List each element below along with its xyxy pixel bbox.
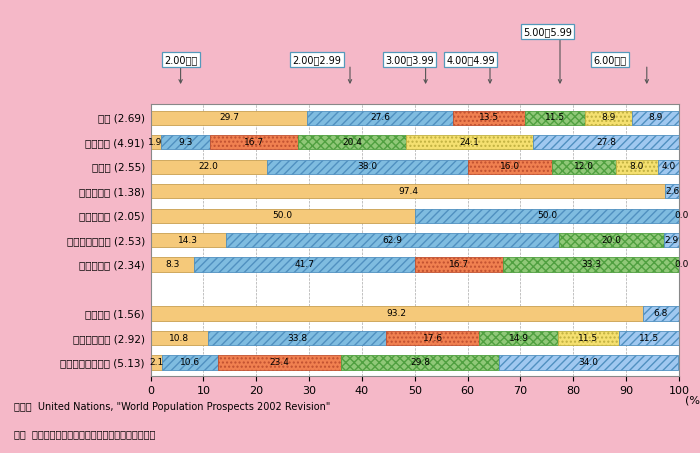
Text: 24.1: 24.1 (459, 138, 480, 147)
Text: 8.3: 8.3 (165, 260, 180, 269)
Bar (585, 111, 633, 125)
Text: 16.0: 16.0 (500, 162, 520, 171)
Bar (559, 233, 664, 247)
Text: 16.7: 16.7 (244, 138, 264, 147)
Bar (499, 356, 678, 370)
Text: 0.0: 0.0 (675, 260, 689, 269)
Text: 50.0: 50.0 (272, 211, 293, 220)
Text: 2.00～2.99: 2.00～2.99 (293, 55, 342, 65)
Bar (210, 135, 298, 149)
Bar (480, 331, 558, 345)
Text: 50.0: 50.0 (537, 211, 557, 220)
Text: 6.00以上: 6.00以上 (594, 55, 627, 65)
Bar (619, 331, 680, 345)
Bar (195, 257, 414, 272)
Text: 8.9: 8.9 (649, 113, 663, 122)
Text: 20.4: 20.4 (342, 138, 362, 147)
Bar (150, 159, 267, 174)
Bar (615, 159, 658, 174)
Text: 12.0: 12.0 (574, 162, 594, 171)
Text: 9.3: 9.3 (178, 138, 193, 147)
Text: 11.5: 11.5 (545, 113, 565, 122)
Text: 97.4: 97.4 (398, 187, 418, 196)
Text: 14.9: 14.9 (509, 333, 528, 342)
Text: 資料：  United Nations, "World Population Prospects 2002 Revision": 資料： United Nations, "World Population Pr… (14, 402, 330, 412)
Text: 10.6: 10.6 (179, 358, 200, 367)
Text: 33.8: 33.8 (287, 333, 307, 342)
Text: 93.2: 93.2 (387, 309, 407, 318)
Bar (150, 331, 208, 345)
Text: 4.0: 4.0 (662, 162, 676, 171)
Bar (525, 111, 585, 125)
X-axis label: (%): (%) (685, 395, 700, 405)
Text: 27.8: 27.8 (596, 138, 617, 147)
Bar (150, 111, 307, 125)
Bar (414, 208, 679, 223)
Text: 2.6: 2.6 (665, 187, 679, 196)
Bar (150, 208, 414, 223)
Text: 4.00～4.99: 4.00～4.99 (446, 55, 495, 65)
Bar (160, 135, 210, 149)
Bar (298, 135, 406, 149)
Text: 2.00未満: 2.00未満 (164, 55, 197, 65)
Text: 13.5: 13.5 (479, 113, 499, 122)
Bar (552, 159, 615, 174)
Text: 41.7: 41.7 (295, 260, 314, 269)
Text: 22.0: 22.0 (199, 162, 218, 171)
Bar (150, 135, 160, 149)
Bar (150, 356, 162, 370)
Bar (665, 184, 679, 198)
Bar (150, 257, 195, 272)
Text: 11.5: 11.5 (639, 333, 659, 342)
Text: 38.0: 38.0 (357, 162, 377, 171)
Bar (150, 306, 643, 321)
Text: 16.7: 16.7 (449, 260, 469, 269)
Text: 1.9: 1.9 (148, 138, 162, 147)
Bar (533, 135, 680, 149)
Bar (406, 135, 533, 149)
Bar (414, 257, 503, 272)
Bar (664, 233, 680, 247)
Text: 注：  国及び地域の分類は国連の分類に従っている。: 注： 国及び地域の分類は国連の分類に従っている。 (14, 429, 155, 439)
Text: 6.8: 6.8 (654, 309, 668, 318)
Text: 2.9: 2.9 (665, 236, 679, 245)
Text: 10.8: 10.8 (169, 333, 189, 342)
Text: 11.5: 11.5 (578, 333, 598, 342)
Bar (503, 257, 679, 272)
Bar (643, 306, 679, 321)
Bar (267, 159, 468, 174)
Text: 33.3: 33.3 (581, 260, 601, 269)
Text: 20.0: 20.0 (601, 236, 622, 245)
Bar (454, 111, 525, 125)
Bar (468, 159, 552, 174)
Text: 34.0: 34.0 (579, 358, 598, 367)
Text: 8.9: 8.9 (602, 113, 616, 122)
Bar (208, 331, 386, 345)
Bar (386, 331, 480, 345)
Text: 8.0: 8.0 (629, 162, 644, 171)
Text: 27.6: 27.6 (370, 113, 391, 122)
Text: 29.8: 29.8 (410, 358, 430, 367)
Bar (633, 111, 680, 125)
Text: 0.0: 0.0 (675, 211, 689, 220)
Text: 62.9: 62.9 (382, 236, 402, 245)
Bar (150, 233, 226, 247)
Text: 3.00～3.99: 3.00～3.99 (385, 55, 434, 65)
Text: 29.7: 29.7 (219, 113, 239, 122)
Text: 2.1: 2.1 (149, 358, 163, 367)
Bar (218, 356, 342, 370)
Text: 5.00～5.99: 5.00～5.99 (523, 27, 572, 37)
Text: 17.6: 17.6 (423, 333, 443, 342)
Text: 14.3: 14.3 (178, 236, 198, 245)
Bar (162, 356, 218, 370)
Bar (307, 111, 454, 125)
Bar (150, 184, 665, 198)
Text: 23.4: 23.4 (270, 358, 289, 367)
Bar (658, 159, 679, 174)
Bar (558, 331, 619, 345)
Bar (342, 356, 499, 370)
Bar (226, 233, 559, 247)
